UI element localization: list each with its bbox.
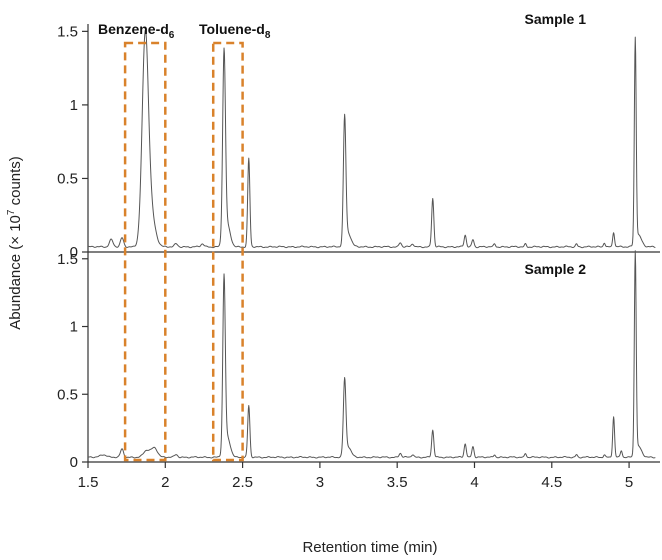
y-tick-label: 0 (70, 244, 78, 261)
y-tick-label: 1.5 (57, 23, 78, 40)
x-tick-label: 4 (470, 474, 478, 491)
y-axes: 00.511.500.511.5 (57, 23, 88, 471)
x-tick-label: 3 (316, 474, 324, 491)
highlight-box-1 (123, 41, 167, 462)
plot-frame (87, 24, 660, 463)
chart-labels: Retention time (min) Abundance (× 107 cou… (6, 11, 586, 556)
compound-label: Benzene-d6 (98, 21, 175, 41)
x-axis: 1.5 2 2.5 3 3.5 4 4.5 5 (78, 462, 633, 491)
chromatogram-traces (87, 29, 656, 459)
highlight-box-2 (211, 41, 244, 462)
y-axis-title: Abundance (× 107 counts) (6, 156, 24, 330)
compound-label: Toluene-d8 (199, 21, 271, 41)
y-tick-label: 0.5 (57, 386, 78, 403)
y-tick-label: 1.5 (57, 251, 78, 268)
x-tick-label: 1.5 (78, 474, 99, 491)
chromatogram-trace-2 (87, 250, 656, 459)
y-tick-label: 0 (70, 454, 78, 471)
y-tick-label: 0.5 (57, 170, 78, 187)
y-tick-label: 1 (70, 319, 78, 336)
highlight-boxes (123, 41, 244, 462)
x-axis-title: Retention time (min) (302, 539, 437, 556)
y-tick-label: 1 (70, 97, 78, 114)
x-tick-label: 5 (625, 474, 633, 491)
x-tick-label: 4.5 (541, 474, 562, 491)
x-tick-label: 2 (161, 474, 169, 491)
x-tick-label: 3.5 (387, 474, 408, 491)
panel-label: Sample 2 (525, 261, 587, 277)
chromatogram-trace-1 (87, 29, 656, 249)
x-tick-label: 2.5 (232, 474, 253, 491)
panel-label: Sample 1 (525, 11, 587, 27)
